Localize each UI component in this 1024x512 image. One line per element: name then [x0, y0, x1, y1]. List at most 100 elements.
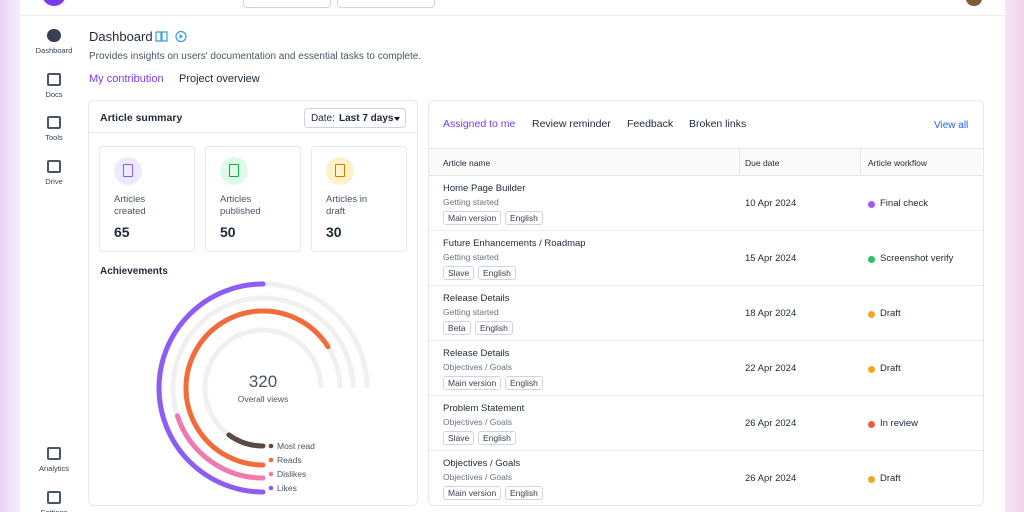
- table-line: [429, 175, 983, 176]
- logo[interactable]: [42, 0, 66, 6]
- task-tab[interactable]: Review reminder: [532, 118, 611, 130]
- due-date: 22 Apr 2024: [745, 363, 797, 374]
- status-dot: [868, 256, 875, 263]
- nav-icon[interactable]: [47, 116, 61, 129]
- stat-icon: [220, 157, 248, 185]
- tag: Main version: [443, 211, 502, 225]
- stat-label: Articles created: [114, 194, 146, 217]
- task-tab[interactable]: Feedback: [627, 118, 674, 130]
- status-label: Final check: [880, 198, 929, 209]
- total-label: Overall views: [238, 394, 289, 404]
- status-label: Screenshot verify: [880, 253, 954, 264]
- tag: Slave: [443, 431, 475, 445]
- column-divider: [860, 149, 861, 175]
- nav-label[interactable]: Analytics: [38, 464, 69, 473]
- article-summary-card: Article summary Date: Last 7 days Articles …: [88, 100, 418, 506]
- article-name[interactable]: Objectives / Goals: [443, 458, 521, 469]
- date-filter[interactable]: Date: Last 7 days: [304, 108, 406, 128]
- due-date: 15 Apr 2024: [745, 253, 797, 264]
- tag: English: [475, 321, 513, 335]
- stat-box: Articles created 65: [99, 146, 195, 252]
- nav-label[interactable]: Docs: [45, 90, 63, 99]
- tag: Beta: [443, 321, 471, 335]
- page-subtitle: Provides insights on users' documentatio…: [89, 51, 422, 62]
- status-dot: [868, 366, 875, 373]
- nav-icon[interactable]: [47, 160, 61, 173]
- status-dot: [868, 311, 875, 318]
- top-bar: [20, 0, 1005, 16]
- radial-chart: Most read Reads Dislikes Likes 320 Overall vi…: [156, 281, 370, 495]
- legend-label: Dislikes: [277, 469, 306, 479]
- status-dot: [868, 476, 875, 483]
- nav-icon[interactable]: [47, 73, 61, 86]
- legend-dot: [268, 471, 274, 477]
- status-label: Draft: [880, 473, 901, 484]
- article-name[interactable]: Release Details: [443, 348, 510, 359]
- nav-label[interactable]: Drive: [45, 177, 63, 186]
- tab[interactable]: My contribution: [89, 73, 164, 85]
- legend-dot: [268, 485, 274, 491]
- top-button[interactable]: [243, 0, 331, 8]
- legend-label: Reads: [277, 455, 302, 465]
- status-label: Draft: [880, 363, 901, 374]
- stat-icon: [326, 157, 354, 185]
- nav-icon[interactable]: [47, 491, 61, 504]
- stat-glyph: [123, 164, 133, 177]
- sidebar: Dashboard Docs Tools Drive Analytics Settings: [20, 16, 88, 512]
- task-tab[interactable]: Assigned to me: [443, 118, 516, 130]
- article-name[interactable]: Problem Statement: [443, 403, 525, 414]
- row-divider: [429, 395, 983, 396]
- docs-icon[interactable]: [155, 31, 168, 42]
- tag: English: [478, 266, 516, 280]
- nav-label[interactable]: Dashboard: [35, 46, 73, 55]
- status-label: Draft: [880, 308, 901, 319]
- date-label: Date:: [311, 113, 335, 124]
- due-date: 26 Apr 2024: [745, 418, 797, 429]
- stat-icon: [114, 157, 142, 185]
- stat-value: 50: [220, 224, 236, 240]
- view-all-link[interactable]: View all: [934, 120, 969, 131]
- article-name[interactable]: Release Details: [443, 293, 510, 304]
- stat-glyph: [229, 164, 239, 177]
- tag: English: [505, 486, 543, 500]
- table-line: [429, 148, 983, 149]
- article-name[interactable]: Home Page Builder: [443, 183, 526, 194]
- status-dot: [868, 421, 875, 428]
- legend-dot: [268, 443, 274, 449]
- card-divider: [89, 132, 417, 133]
- article-category: Objectives / Goals: [443, 472, 512, 482]
- arc: [156, 281, 266, 495]
- tag: English: [505, 211, 543, 225]
- nav-icon[interactable]: [47, 29, 61, 42]
- tag: Slave: [443, 266, 475, 280]
- nav-icon[interactable]: [47, 447, 61, 460]
- tab[interactable]: Project overview: [179, 73, 260, 85]
- play-glyph: [179, 34, 183, 39]
- page-title: Dashboard: [89, 29, 153, 44]
- column-header: Article workflow: [868, 158, 928, 168]
- status-label: In review: [880, 418, 919, 429]
- tasks-card: Assigned to me Review reminder Feedback Bro…: [428, 100, 984, 506]
- article-category: Getting started: [443, 197, 499, 207]
- article-name[interactable]: Future Enhancements / Roadmap: [443, 238, 586, 249]
- due-date: 26 Apr 2024: [745, 473, 797, 484]
- arc: [174, 413, 266, 481]
- avatar[interactable]: [966, 0, 982, 6]
- dropdown-caret: [394, 117, 400, 124]
- column-header: Due date: [745, 158, 780, 168]
- arc: [226, 432, 266, 449]
- article-category: Objectives / Goals: [443, 417, 512, 427]
- date-value: Last 7 days: [339, 113, 394, 124]
- column-divider: [739, 149, 740, 175]
- top-button[interactable]: [337, 0, 435, 8]
- arc: [183, 308, 331, 468]
- row-divider: [429, 340, 983, 341]
- legend-label: Likes: [277, 483, 297, 493]
- play-icon[interactable]: [175, 30, 187, 43]
- nav-label[interactable]: Settings: [20, 508, 88, 512]
- legend-label: Most read: [277, 441, 315, 451]
- tag: English: [478, 431, 516, 445]
- task-tab[interactable]: Broken links: [689, 118, 747, 130]
- nav-label[interactable]: Tools: [45, 133, 63, 142]
- stat-label: Articles published: [220, 194, 261, 217]
